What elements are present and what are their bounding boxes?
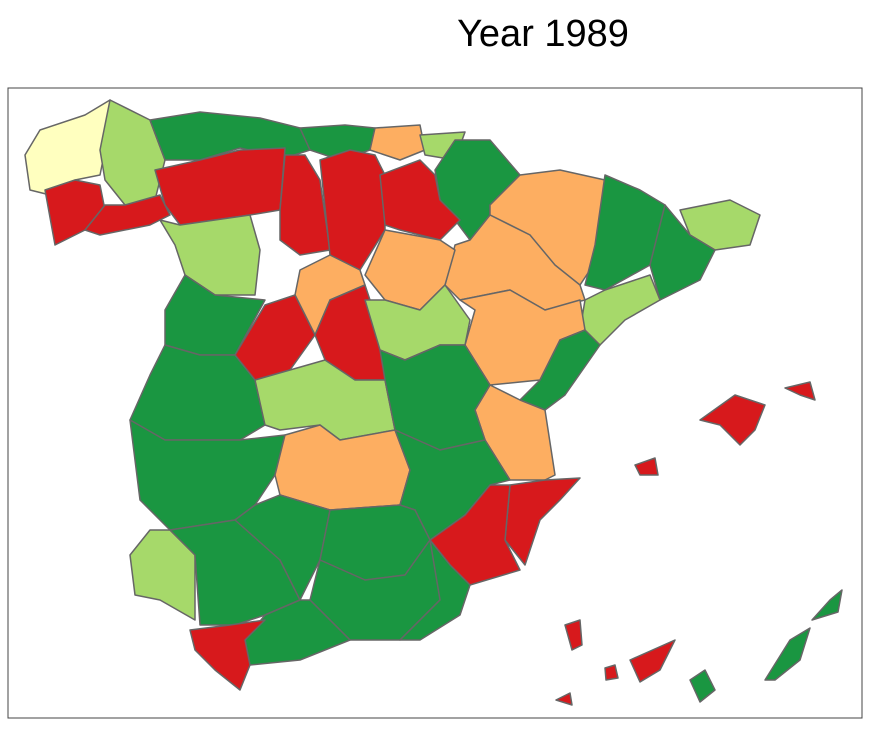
region [99,99,166,206]
region [399,539,471,641]
region [129,529,196,621]
map-frame [7,87,863,719]
region [555,692,573,706]
region [604,664,619,681]
region [44,179,106,246]
region [649,204,716,301]
region [811,589,843,621]
region [369,124,426,161]
region [564,619,583,651]
region [379,344,491,451]
region [784,381,816,401]
region [504,477,581,566]
region [634,457,659,476]
region [279,154,331,256]
region [579,274,661,346]
region [129,419,286,531]
region [189,619,266,691]
regions [24,99,843,706]
region [764,627,811,681]
region [629,639,676,683]
region [159,214,261,296]
map-title: Year 1989 [457,13,629,55]
region [699,394,766,446]
region [379,159,461,241]
region [689,669,716,703]
region [24,99,111,196]
region [519,329,601,411]
region [584,174,666,291]
region [394,429,511,541]
